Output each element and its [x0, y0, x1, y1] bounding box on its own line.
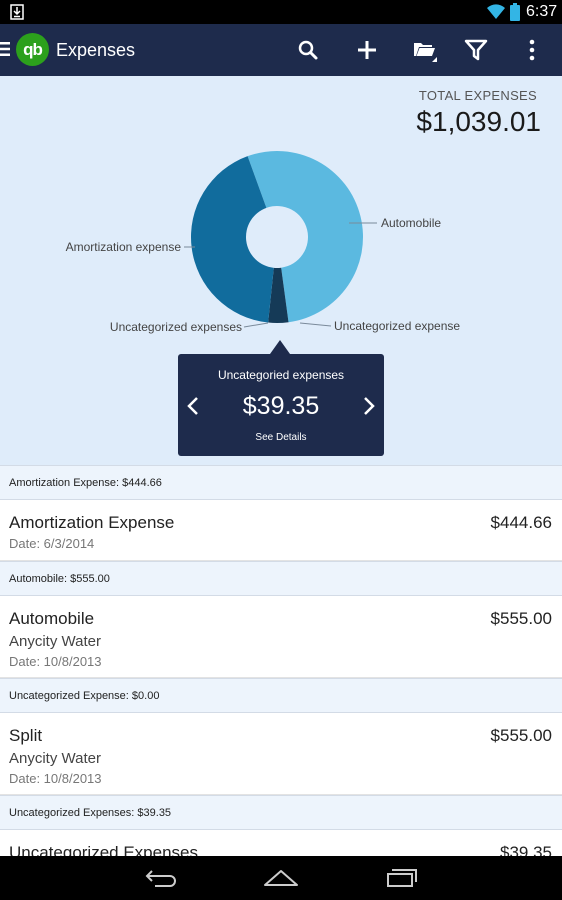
group-header: Uncategorized Expense: $0.00 [0, 678, 562, 713]
chevron-right-icon[interactable] [362, 396, 376, 416]
wifi-icon [487, 4, 505, 20]
expense-title: Amortization Expense [9, 513, 175, 532]
page-title: Expenses [56, 40, 136, 60]
expense-date: Date: 10/8/2013 [9, 771, 102, 786]
status-bar: 6:37 [0, 0, 562, 24]
expense-title: Split [9, 726, 43, 745]
folder-icon[interactable] [413, 38, 437, 62]
group-header: Automobile: $555.00 [0, 561, 562, 596]
tooltip-value: $39.35 [242, 392, 320, 420]
group-header: Uncategorized Expenses: $39.35 [0, 795, 562, 830]
recent-apps-icon[interactable] [386, 868, 418, 888]
expense-row[interactable]: Automobile $555.00 Anycity Water Date: 10/8… [0, 596, 562, 678]
expense-list[interactable]: Amortization Expense: $444.66 Amortizatio… [0, 465, 562, 856]
back-icon[interactable] [145, 868, 177, 888]
leader-line [299, 322, 332, 327]
slice-label: Uncategorized expenses [110, 320, 242, 334]
expense-amount: $555.00 [490, 726, 552, 745]
expense-row[interactable]: Split $555.00 Anycity Water Date: 10/8/2013 [0, 713, 562, 795]
expense-payee: Anycity Water [9, 750, 101, 767]
pie-slice-automobile[interactable] [247, 151, 363, 323]
add-icon[interactable] [355, 38, 379, 62]
chevron-left-icon[interactable] [186, 396, 200, 416]
status-time: 6:37 [526, 3, 558, 20]
expense-payee: Anycity Water [9, 633, 101, 650]
home-icon[interactable] [263, 868, 299, 888]
chart-panel: TOTAL EXPENSES $1,039.01 Automobile Uncat… [0, 76, 562, 465]
navigation-bar [0, 856, 562, 900]
expense-row[interactable]: Amortization Expense $444.66 Date: 6/3/201… [0, 500, 562, 561]
expense-date: Date: 10/8/2013 [9, 654, 102, 669]
download-notification-icon [10, 4, 24, 20]
selected-slice-tooltip[interactable]: Uncategoried expenses $39.35 See Details [178, 340, 384, 456]
expense-amount: $555.00 [490, 609, 552, 628]
group-header: Amortization Expense: $444.66 [0, 465, 562, 500]
pie-slice-uncategorized-expenses[interactable] [268, 267, 289, 323]
search-icon[interactable] [296, 38, 320, 62]
total-expenses-label: TOTAL EXPENSES [418, 88, 537, 103]
expense-donut-chart[interactable]: Automobile Uncategorized expense Uncategor… [0, 76, 562, 465]
quickbooks-logo[interactable]: qb [16, 33, 49, 66]
tooltip-pointer [270, 340, 290, 354]
expense-title: Uncategorized Expenses [9, 843, 199, 856]
pie-slice-amortization-expense[interactable] [191, 156, 274, 323]
expense-title: Automobile [9, 609, 95, 628]
tooltip-title: Uncategoried expenses [217, 368, 345, 382]
leader-line [243, 322, 269, 328]
total-expenses-value: $1,039.01 [416, 106, 541, 137]
filter-icon[interactable] [464, 38, 488, 62]
slice-label: Amortization expense [66, 240, 182, 254]
expense-amount: $39.35 [500, 843, 552, 856]
overflow-icon[interactable] [520, 38, 544, 62]
slice-label: Automobile [381, 216, 441, 230]
expense-date: Date: 6/3/2014 [9, 536, 95, 551]
menu-icon[interactable] [0, 41, 10, 57]
logo-text: qb [23, 39, 43, 59]
app-bar: qb Expenses [0, 24, 562, 76]
see-details-link[interactable]: See Details [255, 432, 307, 443]
expense-amount: $444.66 [490, 513, 552, 532]
slice-label: Uncategorized expense [334, 319, 460, 333]
battery-icon [510, 3, 520, 21]
expense-row[interactable]: Uncategorized Expenses $39.35 [0, 830, 562, 856]
